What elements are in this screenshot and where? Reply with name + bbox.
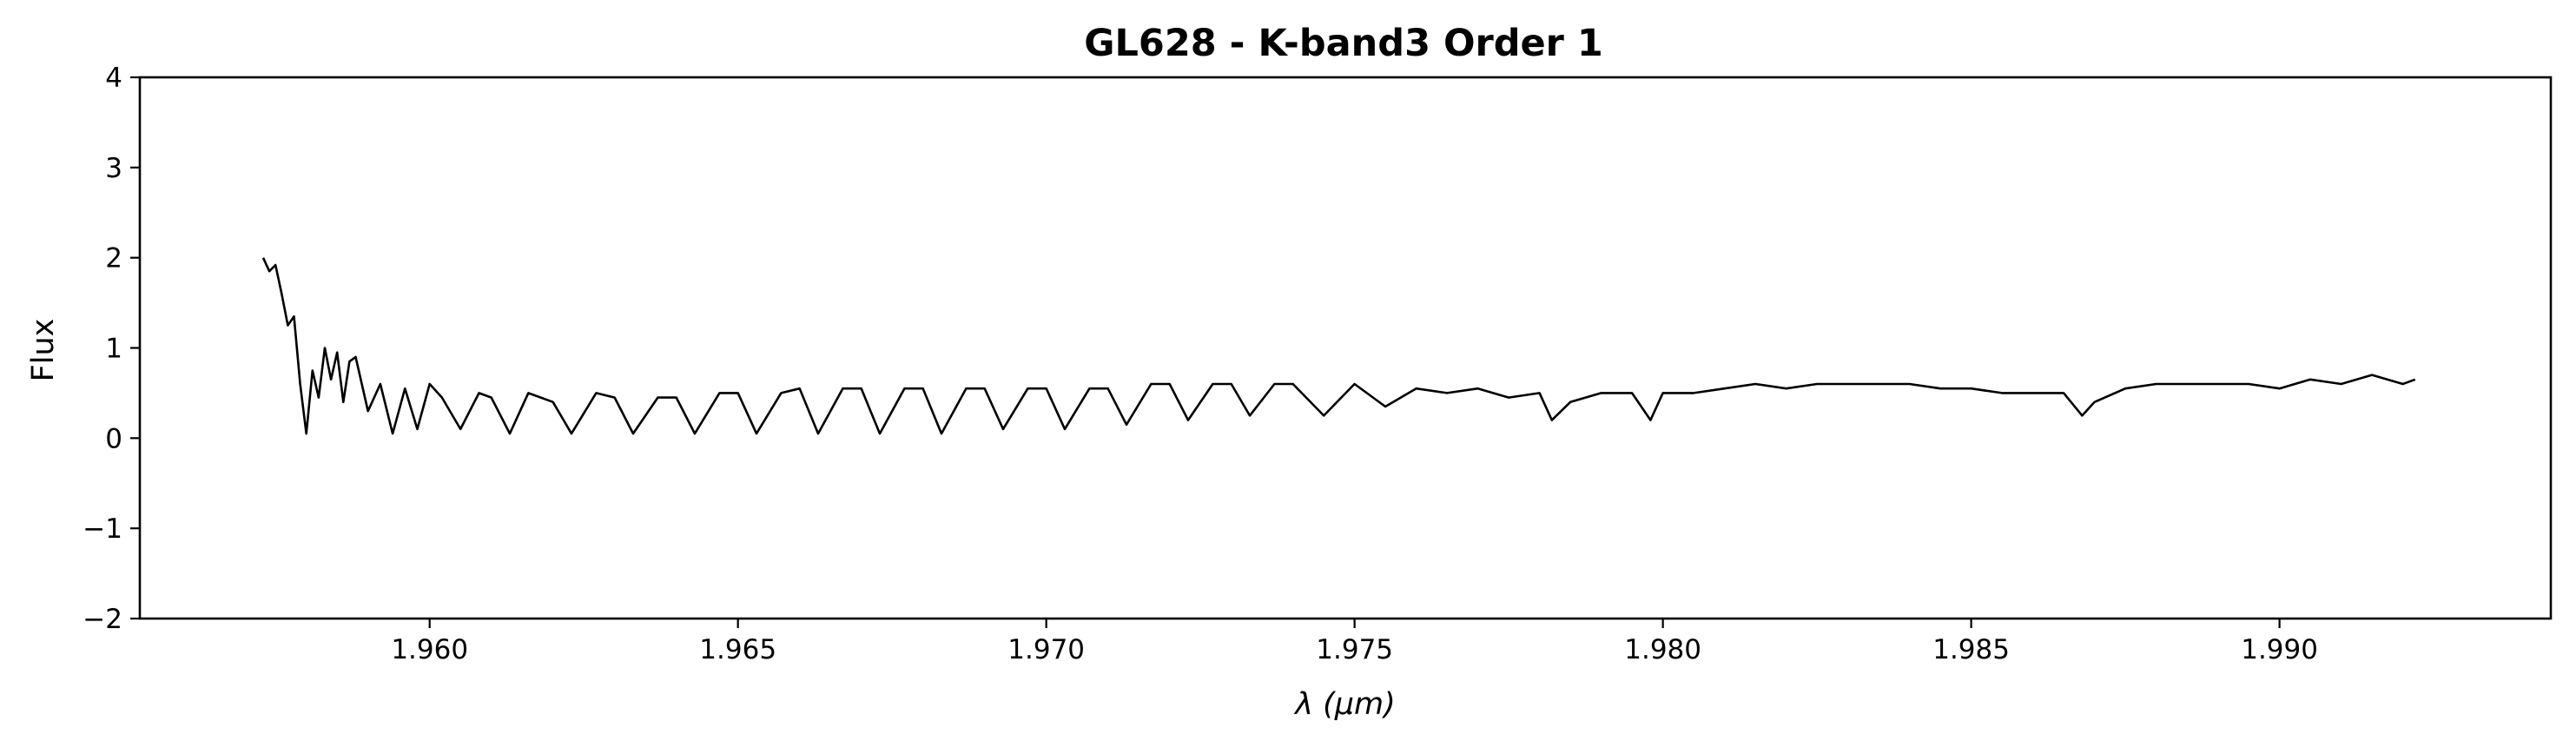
x-tick-label: 1.985 [1932, 634, 2010, 665]
x-axis-label: λ (μm) [1293, 687, 1396, 722]
y-tick-label: 3 [105, 153, 122, 184]
x-tick-label: 1.990 [2241, 634, 2318, 665]
y-axis: −2 −1 0 1 2 3 4 [83, 63, 140, 635]
y-tick-label: 2 [105, 243, 122, 275]
y-tick-label: 0 [105, 423, 122, 454]
x-tick-label: 1.960 [391, 634, 468, 665]
y-tick-label: 4 [105, 63, 122, 94]
y-axis-label: Flux [26, 319, 61, 382]
x-axis: 1.960 1.965 1.970 1.975 1.980 1.985 1.990 [391, 619, 2318, 665]
x-tick-label: 1.980 [1624, 634, 1701, 665]
x-tick-label: 1.975 [1316, 634, 1393, 665]
y-tick-label: −1 [83, 513, 122, 545]
chart-title: GL628 - K-band3 Order 1 [1084, 22, 1603, 65]
y-tick-label: 1 [105, 334, 122, 365]
series-line [261, 257, 2416, 435]
y-tick-label: −2 [83, 604, 122, 635]
x-tick-label: 1.970 [1007, 634, 1085, 665]
x-tick-label: 1.965 [699, 634, 776, 665]
